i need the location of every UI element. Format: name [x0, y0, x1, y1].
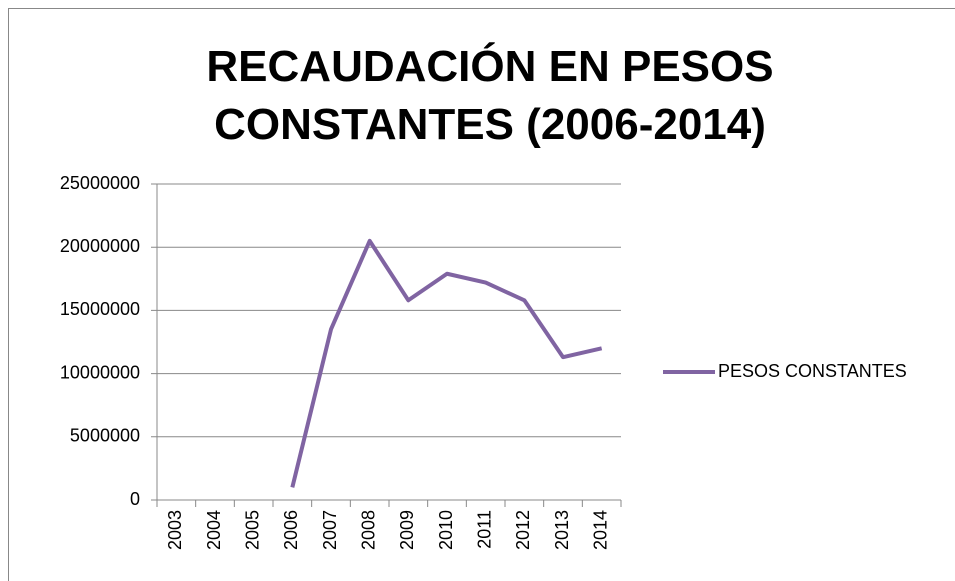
y-tick-label: 15000000	[60, 299, 140, 319]
x-tick-label: 2004	[204, 510, 224, 550]
chart-title: RECAUDACIÓN EN PESOS CONSTANTES (2006-20…	[206, 42, 774, 149]
data-line	[290, 238, 603, 488]
x-tick-label: 2008	[358, 510, 378, 550]
x-tick-label: 2005	[242, 510, 262, 550]
chart-border	[8, 8, 955, 581]
y-tick-label: 25000000	[60, 173, 140, 193]
x-tick-label: 2007	[320, 510, 340, 550]
x-tick-label: 2010	[436, 510, 456, 550]
y-tick-label: 0	[130, 489, 140, 509]
y-tick-label: 5000000	[70, 426, 140, 446]
x-tick-label: 2006	[281, 510, 301, 550]
x-tick-label: 2014	[590, 510, 610, 550]
y-tick-label: 10000000	[60, 362, 140, 382]
x-tick-label: 2011	[474, 510, 494, 549]
y-tick-label: 20000000	[60, 236, 140, 256]
x-tick-label: 2012	[513, 510, 533, 550]
x-tick-label: 2003	[165, 510, 185, 550]
x-tick-label: 2013	[552, 510, 572, 550]
legend-label: PESOS CONSTANTES	[718, 361, 907, 381]
x-tick-label: 2009	[397, 510, 417, 550]
